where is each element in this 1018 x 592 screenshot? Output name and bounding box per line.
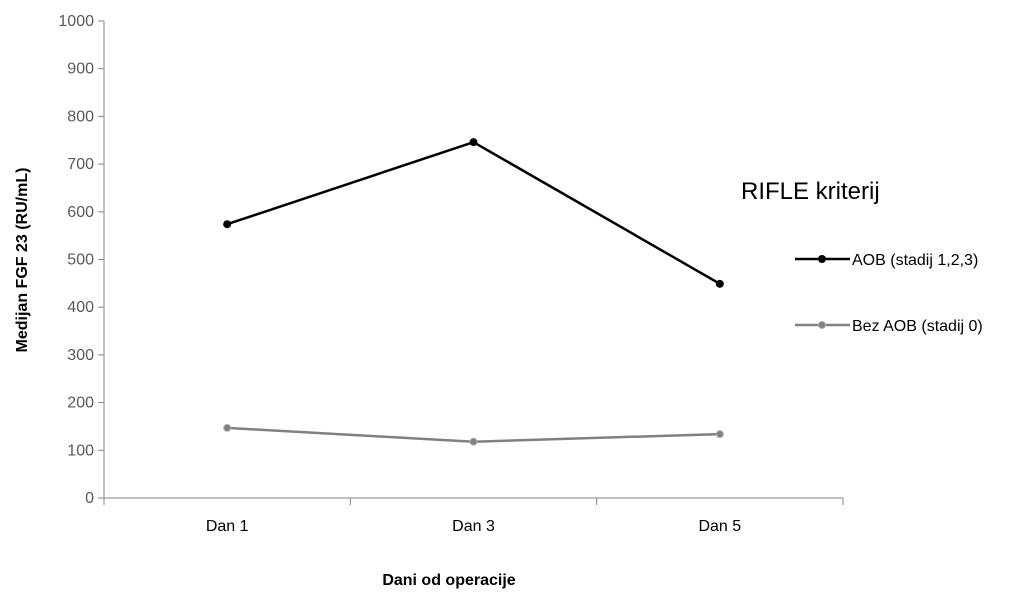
legend-marker bbox=[818, 321, 826, 329]
legend-label: Bez AOB (stadij 0) bbox=[852, 318, 983, 335]
x-axis-title: Dani od operacije bbox=[382, 572, 515, 589]
legend-marker bbox=[818, 255, 826, 263]
y-tick-label: 900 bbox=[67, 61, 94, 78]
y-tick-label: 600 bbox=[67, 204, 94, 221]
series-line-1 bbox=[226, 140, 721, 285]
legend-label: AOB (stadij 1,2,3) bbox=[852, 252, 978, 269]
x-tick-label: Dan 3 bbox=[452, 518, 495, 535]
y-axis-title: Medijan FGF 23 (RU/mL) bbox=[14, 168, 31, 353]
y-tick-label: 300 bbox=[67, 347, 94, 364]
y-axis: 0 100 200 300 400 500 600 700 800 900 1000 bbox=[58, 13, 105, 507]
data-point bbox=[469, 138, 478, 147]
y-tick-label: 0 bbox=[85, 490, 94, 507]
x-tick-label: Dan 1 bbox=[206, 518, 249, 535]
x-tick-label: Dan 5 bbox=[698, 518, 741, 535]
data-point bbox=[223, 220, 232, 229]
data-point bbox=[715, 279, 724, 288]
y-tick-label: 100 bbox=[67, 442, 94, 459]
y-tick-label: 1000 bbox=[58, 13, 94, 30]
data-point bbox=[715, 430, 724, 439]
legend-title: RIFLE kriterij bbox=[741, 178, 880, 205]
y-tick-label: 200 bbox=[67, 395, 94, 412]
x-axis: Dan 1 Dan 3 Dan 5 bbox=[103, 497, 844, 535]
y-tick-label: 800 bbox=[67, 108, 94, 125]
series-layer bbox=[223, 138, 724, 446]
data-point bbox=[223, 423, 232, 432]
y-tick-label: 400 bbox=[67, 299, 94, 316]
y-tick-label: 700 bbox=[67, 156, 94, 173]
data-point bbox=[469, 437, 478, 446]
y-tick-label: 500 bbox=[67, 252, 94, 269]
legend: RIFLE kriterij AOB (stadij 1,2,3) Bez AOB… bbox=[741, 178, 983, 335]
